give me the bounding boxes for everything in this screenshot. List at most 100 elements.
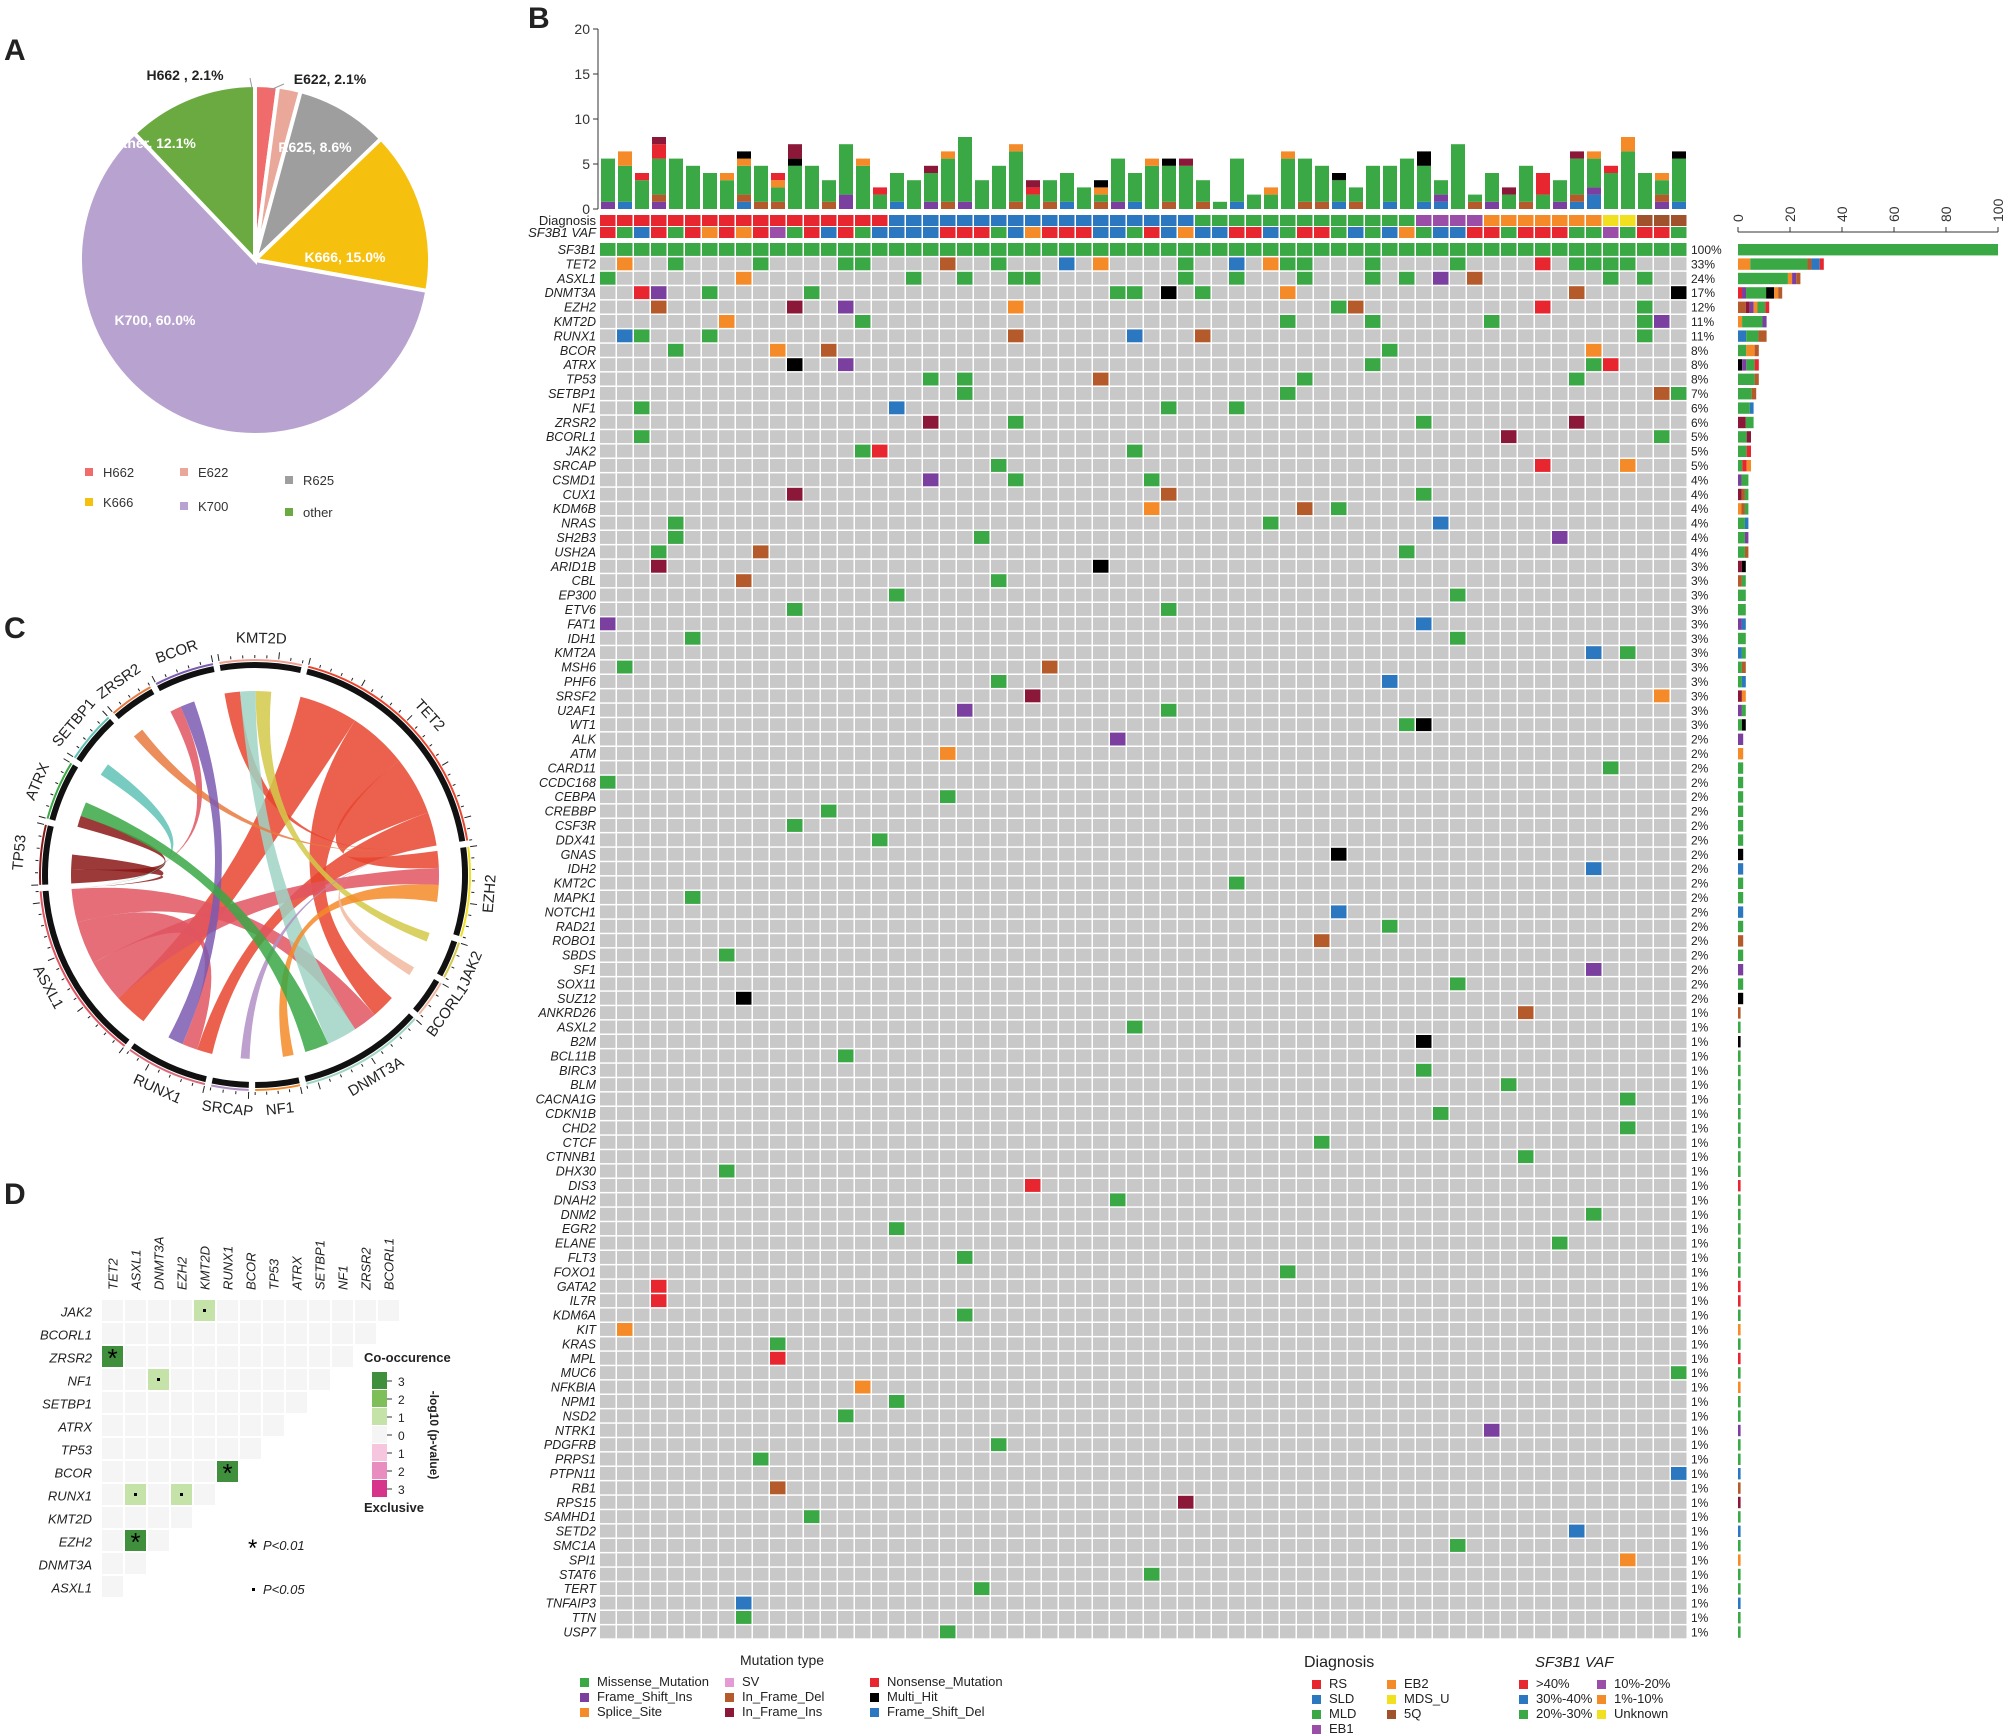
mutation-cell (855, 603, 871, 616)
mutation-cell (1195, 1207, 1211, 1221)
mutation-cell (872, 1092, 888, 1106)
gene-percent-atrx: 8% (1691, 358, 1709, 372)
mutation-cell (1620, 545, 1636, 559)
mutation-cell (1450, 315, 1466, 328)
mutation-cell (906, 243, 922, 256)
mutation-cell (1076, 473, 1092, 487)
mutation-cell (804, 1150, 820, 1164)
gene-percent-sf3b1: 100% (1691, 243, 1722, 257)
mutation-cell (1144, 1251, 1160, 1264)
mutation-cell (1178, 847, 1194, 861)
mutation-cell (889, 1207, 905, 1221)
mutation-cell (1144, 243, 1160, 256)
mutation-cell (1586, 934, 1602, 948)
mutation-cell (906, 1035, 922, 1048)
mutation-cell (668, 286, 684, 300)
mutation-cell (1467, 747, 1483, 760)
mutation-cell (1654, 372, 1670, 386)
mutation-cell (1314, 300, 1330, 314)
mutation-cell (787, 545, 803, 559)
mutation-cell (923, 401, 939, 415)
mutation-cell (1280, 747, 1296, 760)
mutation-cell (1518, 603, 1534, 616)
mutation-cell (804, 646, 820, 660)
mutation-cell (889, 358, 905, 372)
mutation-cell (1467, 718, 1483, 732)
mutation-cell (1314, 271, 1330, 285)
mutation-cell (1365, 588, 1381, 602)
mutation-cell (753, 487, 769, 501)
mutation-cell (719, 516, 735, 530)
vaf-cell (753, 227, 769, 238)
mutation-cell (1467, 315, 1483, 328)
mutation-cell (1195, 588, 1211, 602)
mutation-cell (617, 833, 633, 847)
pie-label-k666: K666, 15.0% (305, 249, 386, 265)
mutation-cell (1637, 876, 1653, 890)
mutation-cell (974, 415, 990, 429)
mutation-cell (1076, 804, 1092, 818)
gene-percent-sh2b3: 4% (1691, 531, 1709, 545)
pie-legend-swatch-h662 (85, 468, 93, 476)
mutation-cell (1501, 1222, 1517, 1236)
mutation-cell (1603, 905, 1619, 919)
mutation-cell (1620, 1236, 1636, 1250)
mutation-cell (1382, 919, 1398, 933)
mutation-cell (1195, 487, 1211, 501)
mutation-cell (1603, 271, 1619, 285)
sample-bar-segment (958, 201, 972, 209)
mutation-cell (1246, 430, 1262, 444)
mutation-cell (1297, 271, 1313, 285)
mutation-cell (753, 819, 769, 832)
mutation-cell (1484, 747, 1500, 760)
mutation-cell (889, 473, 905, 487)
mutation-cell (1025, 1006, 1041, 1020)
mutation-cell (1365, 358, 1381, 372)
mutation-cell (1654, 689, 1670, 703)
mutation-cell (1569, 502, 1585, 516)
mutation-cell (702, 703, 718, 717)
mutation-cell (1093, 891, 1109, 904)
mutation-cell (1314, 603, 1330, 616)
vaf-cell (651, 227, 667, 238)
mutation-cell (1144, 790, 1160, 804)
mutation-cell (668, 747, 684, 760)
mutation-cell (1654, 430, 1670, 444)
mutation-cell (906, 487, 922, 501)
mutation-cell (1348, 1236, 1364, 1250)
mutation-cell (1569, 660, 1585, 674)
mutation-cell (1552, 1150, 1568, 1164)
mutation-cell (1280, 732, 1296, 746)
mutation-cell (736, 1078, 752, 1092)
mutation-cell (872, 1020, 888, 1034)
mutation-cell (634, 1020, 650, 1034)
mutation-cell (651, 300, 667, 314)
mutation-cell (923, 487, 939, 501)
mutation-cell (991, 833, 1007, 847)
mutation-cell (1433, 1222, 1449, 1236)
mutation-cell (1042, 775, 1058, 789)
mutation-cell (1416, 775, 1432, 789)
mutation-cell (1620, 473, 1636, 487)
sample-bar-segment (1655, 194, 1669, 202)
mutation-cell (600, 315, 616, 328)
vaf-cell (838, 227, 854, 238)
mutation-cell (889, 1179, 905, 1192)
mutation-cell (1518, 963, 1534, 976)
mutation-cell (1025, 444, 1041, 458)
mutation-cell (1297, 631, 1313, 645)
mutation-cell (1076, 487, 1092, 501)
mutation-cell (1008, 963, 1024, 976)
mutation-cell (1467, 444, 1483, 458)
sample-bar-segment (839, 144, 853, 195)
gene-percent-card11: 2% (1691, 761, 1709, 775)
mutation-cell (1093, 905, 1109, 919)
mutation-cell (1195, 963, 1211, 976)
mutation-cell (702, 473, 718, 487)
mutation-cell (1484, 934, 1500, 948)
mutation-cell (974, 473, 990, 487)
mutation-cell (753, 271, 769, 285)
mutation-cell (634, 1135, 650, 1149)
mutation-cell (1280, 977, 1296, 991)
mutation-cell (838, 1179, 854, 1192)
